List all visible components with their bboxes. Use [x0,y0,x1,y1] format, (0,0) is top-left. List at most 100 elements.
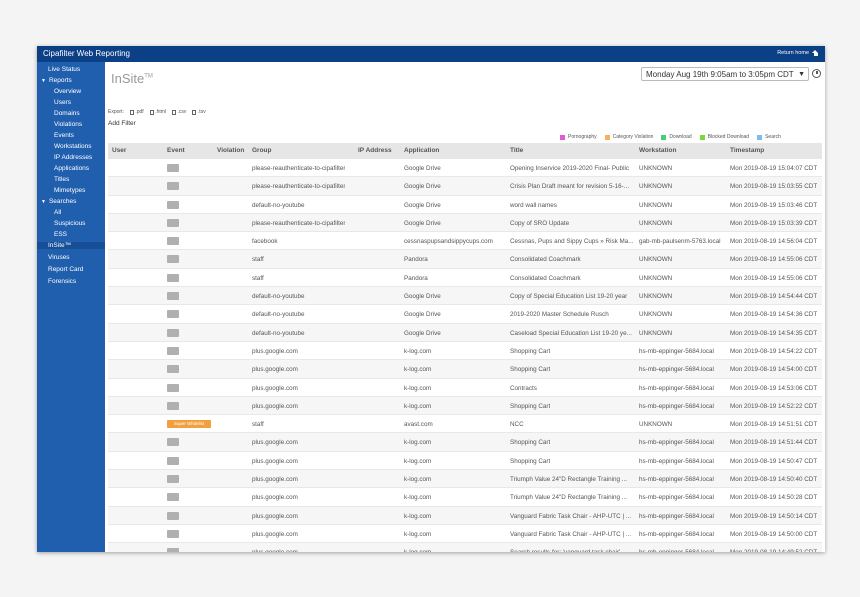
sidebar-item-label: Titles [54,176,70,183]
add-filter-button[interactable]: Add Filter [108,120,136,127]
cell-group: staff [252,256,264,264]
column-header-application[interactable]: Application [404,147,440,154]
date-range-select[interactable]: Monday Aug 19th 9:05am to 3:05pm CDT ▼ [641,67,809,81]
sidebar-item-viruses[interactable]: Viruses [48,254,70,261]
app-title: Cipafilter Web Reporting [43,49,131,58]
export-format-label: .pdf [135,109,144,115]
table-row[interactable]: plus.google.com k-log.com Shopping Cart hs-… [108,396,822,416]
cell-group: please-reauthenticate-to-cipafilter [252,165,346,172]
table-row[interactable]: plus.google.com k-log.com Vanguard Fabric … [108,506,822,525]
cell-title: Copy of Special Education List 19-20 yea… [510,293,628,301]
table-row[interactable]: staff Pandora Consolidated Coachmark UNKNOW… [108,250,822,269]
legend-entry-category-violation: Category Violation [604,134,654,140]
sidebar-item-searches[interactable]: ▼ Searches [41,198,76,205]
export-pdf-button[interactable]: .pdf [129,109,144,115]
legend-label: Category Violation [612,134,654,140]
cell-group: plus.google.com [252,549,298,552]
table-row[interactable]: plus.google.com k-log.com Search results f… [108,543,822,552]
event-badge [167,292,179,301]
column-header-title[interactable]: Title [510,147,524,154]
sidebar-item-label: Suspicious [54,220,86,227]
sidebar-item-label: ESS [54,231,68,238]
event-badge [167,237,179,246]
export-csv-button[interactable]: .csv [172,109,186,115]
table-row[interactable]: please-reauthenticate-to-cipafilter Googl… [108,177,822,196]
sidebar-item-forensics[interactable]: Forensics [48,278,76,285]
page-title-text: InSite [111,71,145,86]
sidebar-item-violations[interactable]: Violations [54,121,82,128]
sidebar-item-live-status[interactable]: Live Status [48,66,80,73]
cell-timestamp: Mon 2019-08-19 14:56:04 CDT [730,238,818,246]
table-row[interactable]: please-reauthenticate-to-cipafilter Googl… [108,159,822,178]
sidebar-item-label: Overview [54,88,82,95]
export-tsv-button[interactable]: .tsv [192,109,206,115]
sidebar-item-suspicious[interactable]: Suspicious [54,220,85,227]
table-row[interactable]: plus.google.com k-log.com Triumph Value 24… [108,470,822,489]
table-row[interactable]: facebook cessnaspupsandsippycups.com Cessn… [108,232,822,251]
cell-timestamp: Mon 2019-08-19 15:03:55 CDT [730,183,818,191]
sidebar-item-insite[interactable]: InSite™ [37,242,105,249]
return-home-link[interactable]: Return home [777,50,819,56]
sidebar-item-label: IP Addresses [54,154,93,161]
column-header-workstation[interactable]: Workstation [639,147,677,154]
column-header-user[interactable]: User [112,147,127,154]
sidebar-item-applications[interactable]: Applications [54,165,89,172]
table-row[interactable]: plus.google.com k-log.com Vanguard Fabric … [108,525,822,544]
cell-group: default-no-youtube [252,311,305,319]
cell-group: plus.google.com [252,512,298,520]
cell-title: Search results for: 'vanguard task chair… [510,549,620,552]
sidebar-item-all[interactable]: All [54,209,61,216]
sidebar-item-titles[interactable]: Titles [54,176,69,183]
sidebar-item-label: Workstations [54,143,92,150]
cell-timestamp: Mon 2019-08-19 14:50:14 CDT [730,512,818,520]
sidebar-item-overview[interactable]: Overview [54,88,81,95]
table-row[interactable]: default-no-youtube Google Drive Copy of Sp… [108,287,822,306]
sidebar-item-workstations[interactable]: Workstations [54,143,91,150]
column-header-timestamp[interactable]: Timestamp [730,147,765,154]
sidebar-item-users[interactable]: Users [54,99,71,106]
cell-workstation: UNKNOWN [639,329,673,337]
cell-application: Google Drive [404,329,441,337]
cell-title: Shopping Cart [510,366,551,374]
cell-timestamp: Mon 2019-08-19 14:49:52 CDT [730,549,817,552]
cell-application: k-log.com [404,476,432,484]
cell-group: please-reauthenticate-to-cipafilter [252,219,346,227]
cell-timestamp: Mon 2019-08-19 14:51:44 CDT [730,439,818,447]
table-row[interactable]: default-no-youtube Google Drive 2019-2020 … [108,305,822,324]
table-row[interactable]: plus.google.com k-log.com Shopping Cart hs-… [108,360,822,379]
table-row[interactable]: plus.google.com k-log.com Shopping Cart hs-… [108,342,822,361]
sidebar-item-events[interactable]: Events [54,132,74,139]
sidebar-item-ip-addresses[interactable]: IP Addresses [54,154,92,161]
table-row[interactable]: Super Whitelist staff avast.com NCC UNKNOWN M… [108,415,822,434]
column-header-event[interactable]: Event [167,147,185,154]
sidebar-item-reports[interactable]: ▼ Reports [41,77,72,84]
cell-title: word wall names [510,201,557,209]
legend-swatch [661,134,667,140]
sidebar-item-ess[interactable]: ESS [54,231,67,238]
table-row[interactable]: default-no-youtube Google Drive word wall … [108,196,822,214]
cell-timestamp: Mon 2019-08-19 14:52:22 CDT [730,402,818,410]
table-body: please-reauthenticate-to-cipafilter Googl… [108,159,822,552]
table-row[interactable]: default-no-youtube Google Drive Caseload S… [108,323,822,342]
table-row[interactable]: plus.google.com k-log.com Contracts hs-mb-e… [108,379,822,397]
column-header-violation[interactable]: Violation [217,147,245,154]
clock-icon[interactable] [812,69,821,78]
export-html-button[interactable]: .html [149,109,166,115]
cell-application: k-log.com [404,384,432,392]
table-row[interactable]: please-reauthenticate-to-cipafilter Googl… [108,213,822,233]
sidebar-item-mimetypes[interactable]: Mimetypes [54,187,85,194]
cell-workstation: UNKNOWN [639,219,673,227]
sidebar-item-report-card[interactable]: Report Card [48,266,83,273]
table-row[interactable]: plus.google.com k-log.com Triumph Value 24… [108,488,822,507]
sidebar-item-label: Users [54,99,71,106]
table-row[interactable]: plus.google.com k-log.com Shopping Cart hs-… [108,452,822,471]
table-row[interactable]: plus.google.com k-log.com Shopping Cart hs-… [108,433,822,452]
cell-group: plus.google.com [252,494,298,502]
legend-label: Pornography [568,134,597,140]
column-header-ip-address[interactable]: IP Address [358,147,392,154]
sidebar-item-domains[interactable]: Domains [54,110,80,117]
cell-title: Vanguard Fabric Task Chair - AHP-UTC | .… [510,530,632,538]
table-row[interactable]: staff Pandora Consolidated Coachmark UNKNOW… [108,269,822,288]
cell-workstation: UNKNOWN [639,311,673,319]
column-header-group[interactable]: Group [252,147,272,154]
